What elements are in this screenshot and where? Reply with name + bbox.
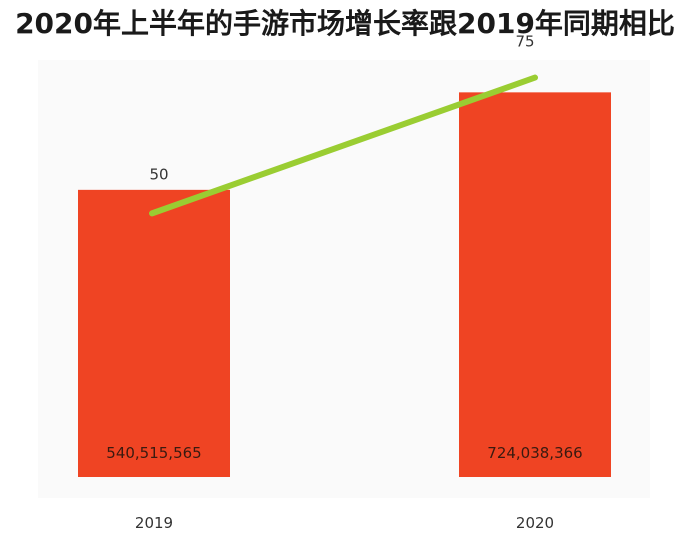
line-series (149, 74, 538, 217)
x-tick-label-2019: 2019 (135, 514, 173, 532)
line-value-labels: 50 75 (149, 33, 534, 184)
bar-2019 (78, 189, 230, 477)
x-tick-label-2020: 2020 (516, 514, 554, 532)
bar-series (78, 92, 611, 477)
line-value-label-2020: 75 (515, 33, 534, 51)
chart-title: 2020年上半年的手游市场增长率跟2019年同期相比 (15, 7, 675, 40)
bar-2020 (459, 92, 611, 477)
line-value-label-2019: 50 (149, 165, 168, 183)
bar-value-labels: 540,515,565 724,038,366 (106, 444, 582, 462)
x-axis-tick-labels: 2019 2020 (135, 514, 554, 532)
growth-line (149, 74, 538, 217)
bar-value-label-2019: 540,515,565 (106, 444, 201, 462)
bar-value-label-2020: 724,038,366 (487, 444, 582, 462)
